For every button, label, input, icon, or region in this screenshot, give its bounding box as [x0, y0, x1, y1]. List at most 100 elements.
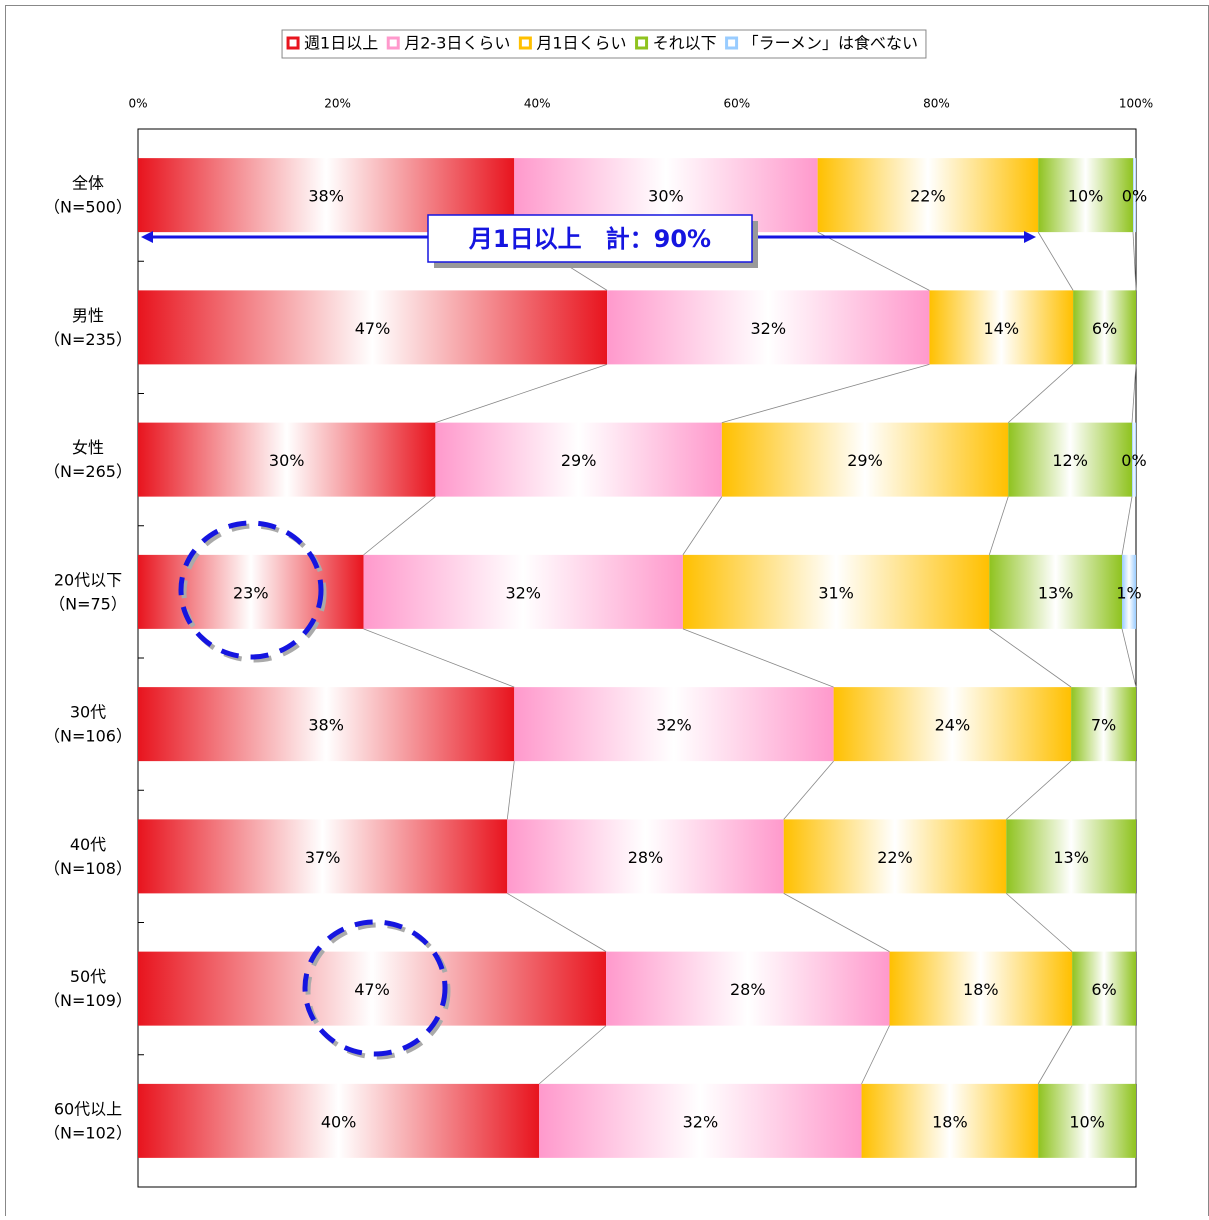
value-label: 38% — [308, 187, 344, 206]
category-label: 50代 — [70, 967, 106, 986]
connector-line — [538, 1025, 607, 1085]
plot-area — [137, 128, 1137, 1188]
annotation-box — [427, 214, 753, 263]
value-label: 13% — [1053, 848, 1089, 867]
value-label: 6% — [1092, 319, 1117, 338]
value-label: 32% — [505, 583, 541, 602]
x-tick-label: 60% — [723, 97, 750, 111]
connector-line — [1037, 231, 1074, 291]
arrow-head — [1024, 231, 1036, 243]
category-label: 女性 — [72, 438, 104, 457]
value-label: 23% — [233, 583, 269, 602]
connector-line — [507, 893, 607, 952]
bar-segment — [721, 422, 1009, 497]
value-label: 6% — [1091, 980, 1116, 999]
category-note: （N=102） — [44, 1123, 132, 1142]
connector-line — [1131, 364, 1137, 423]
bar-segment — [1006, 819, 1136, 894]
x-tick-label: 80% — [923, 97, 950, 111]
bar-segment — [514, 687, 834, 762]
value-label: 22% — [910, 187, 946, 206]
category-note: （N=235） — [44, 330, 132, 349]
highlight-shadow — [181, 523, 327, 663]
bar-segment — [539, 1083, 862, 1158]
category-note: （N=108） — [44, 859, 132, 878]
connector-line — [1005, 893, 1073, 952]
connector-line — [1005, 760, 1072, 820]
connector-line — [783, 760, 834, 820]
highlight-shadow — [305, 922, 451, 1060]
value-label: 28% — [730, 980, 766, 999]
value-label: 32% — [750, 319, 786, 338]
value-label: 24% — [935, 716, 971, 735]
value-label: 40% — [321, 1112, 357, 1131]
connector-line — [1037, 1025, 1073, 1085]
bar-segment — [138, 819, 508, 894]
legend-swatch — [386, 36, 400, 50]
value-label: 13% — [1038, 583, 1074, 602]
value-label: 47% — [354, 980, 390, 999]
value-label: 18% — [932, 1112, 968, 1131]
connector-line — [988, 496, 1009, 555]
bar-segment — [1072, 951, 1136, 1026]
connector-line — [783, 893, 890, 952]
legend-label: 週1日以上 — [304, 34, 378, 53]
bar-segment — [138, 687, 515, 762]
arrow-head — [141, 231, 153, 243]
bar-segment — [1071, 687, 1136, 762]
value-label: 0% — [1121, 451, 1146, 470]
bar-segment — [989, 554, 1123, 629]
legend-label: 月2-3日くらい — [404, 34, 510, 53]
connector-line — [1132, 232, 1137, 291]
bar-segment — [606, 951, 890, 1026]
x-tick-label: 100% — [1119, 97, 1153, 111]
bar-segment — [138, 1083, 540, 1158]
bar-segment — [833, 687, 1072, 762]
bar-segment — [1038, 1083, 1136, 1158]
value-label: 18% — [963, 980, 999, 999]
x-tick-label: 20% — [324, 97, 351, 111]
category-label: 男性 — [72, 306, 104, 325]
connector-line — [1007, 364, 1074, 423]
value-label: 37% — [305, 848, 341, 867]
bar-segment — [1132, 422, 1136, 497]
legend-swatch — [635, 36, 649, 50]
legend: 週1日以上 月2-3日くらい 月1日くらい それ以下 「ラーメン」は食べない — [281, 29, 927, 59]
connector-line — [506, 761, 515, 820]
legend-swatch — [518, 36, 532, 50]
connector-line — [435, 363, 608, 424]
bar-segment — [817, 158, 1039, 233]
category-note: （N=106） — [44, 727, 132, 746]
value-label: 14% — [983, 319, 1019, 338]
value-label: 31% — [818, 583, 854, 602]
legend-swatch — [725, 36, 739, 50]
connector-line — [817, 231, 930, 291]
value-label: 29% — [561, 451, 597, 470]
category-label: 40代 — [70, 835, 106, 854]
x-tick-label: 40% — [524, 97, 551, 111]
value-label: 10% — [1068, 187, 1104, 206]
bar-segment — [783, 819, 1007, 894]
connector-line — [721, 363, 930, 424]
connector-line — [1121, 496, 1133, 555]
category-label: 全体 — [72, 174, 104, 193]
value-label: 1% — [1116, 583, 1141, 602]
value-label: 0% — [1122, 187, 1147, 206]
value-label: 47% — [355, 319, 391, 338]
category-note: （N=265） — [44, 462, 132, 481]
connector-line — [682, 628, 834, 688]
bar-segment — [435, 422, 722, 497]
category-label: 60代以上 — [54, 1099, 122, 1118]
bar-segment — [682, 554, 990, 629]
bar-segment — [1008, 422, 1133, 497]
legend-label: それ以下 — [653, 34, 717, 53]
bar-segment — [929, 290, 1074, 365]
connector-line — [363, 628, 515, 688]
value-label: 38% — [308, 716, 344, 735]
connector-line — [989, 628, 1072, 688]
category-label: 20代以下 — [54, 570, 122, 589]
value-label: 29% — [847, 451, 883, 470]
value-label: 12% — [1052, 451, 1088, 470]
connector-line — [682, 496, 723, 556]
value-label: 28% — [628, 848, 664, 867]
